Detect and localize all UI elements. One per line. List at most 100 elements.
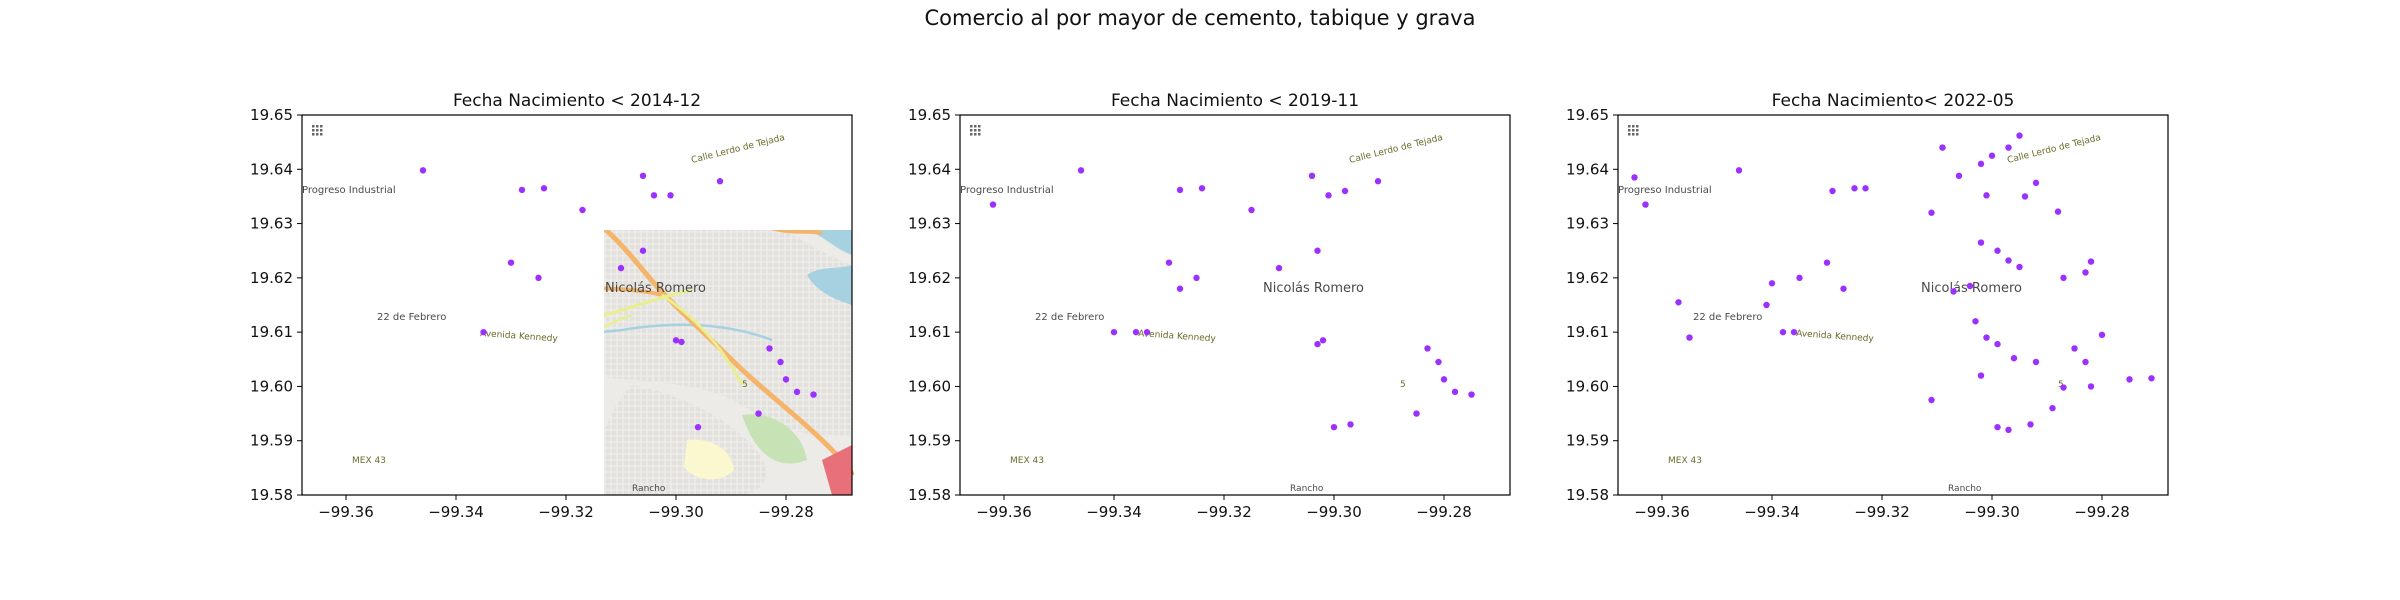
scatter-point	[716, 178, 724, 185]
tile-grid-icon	[312, 125, 323, 136]
scatter-point	[2071, 345, 2078, 352]
y-tick-label: 19.58	[250, 486, 293, 504]
scatter-point	[2054, 208, 2062, 215]
scatter-point	[1319, 337, 1327, 344]
scatter-point	[1994, 340, 2001, 348]
scatter-point	[2016, 132, 2023, 139]
y-tick-label: 19.61	[250, 323, 293, 341]
scatter-point	[1862, 185, 1869, 192]
scatter-point	[540, 185, 548, 192]
district-label: Progreso Industrial	[1618, 185, 1712, 196]
scatter-point	[1275, 264, 1283, 272]
map-panel-1: Progreso Industrial Nicolás Romero 22 de F…	[250, 91, 853, 521]
scatter-point	[1790, 328, 1798, 336]
scatter-point	[1435, 358, 1442, 366]
scatter-point	[2016, 263, 2023, 271]
y-tick-label: 19.64	[908, 160, 951, 178]
scatter-point	[617, 264, 625, 272]
scatter-points	[989, 167, 1475, 431]
scatter-point	[1823, 259, 1831, 266]
scatter-point	[1176, 285, 1184, 292]
scatter-point	[2126, 376, 2133, 383]
scatter-point	[1631, 174, 1638, 181]
x-tick-label: −99.36	[318, 503, 374, 521]
scatter-point	[1928, 209, 1935, 216]
scatter-point	[755, 410, 762, 417]
tile-grid-icon	[970, 125, 981, 136]
tile-grid-icon	[1628, 125, 1639, 136]
scatter-point	[1675, 299, 1682, 306]
y-tick-label: 19.63	[1566, 215, 1609, 233]
scatter-point	[1983, 334, 1990, 341]
x-tick-label: −99.32	[1854, 503, 1910, 521]
scatter-point	[2010, 355, 2018, 362]
scatter-point	[1939, 144, 1946, 151]
scatter-point	[1768, 280, 1776, 287]
scatter-point	[2049, 404, 2056, 412]
scatter-point	[535, 274, 542, 282]
scatter-point	[1413, 410, 1420, 417]
y-tick-label: 19.65	[250, 106, 293, 124]
scatter-point	[2032, 358, 2040, 366]
scatter-point	[1994, 423, 2001, 431]
scatter-point	[1955, 172, 1963, 179]
road-label: Calle Lerdo de Tejada	[1348, 133, 1444, 166]
basemap-tiles	[1618, 115, 2168, 495]
scatter-point	[480, 328, 487, 336]
x-tick-label: −99.34	[1086, 503, 1142, 521]
scatter-point	[694, 423, 702, 431]
x-tick-label: −99.32	[538, 503, 594, 521]
basemap-tiles	[960, 115, 1510, 495]
scatter-point	[1314, 340, 1321, 348]
scatter-point	[1424, 345, 1431, 352]
x-tick-label: −99.30	[648, 503, 704, 521]
scatter-point	[793, 388, 801, 396]
scatter-point	[1077, 167, 1085, 174]
map-panel-2: Progreso Industrial Nicolás Romero 22 de F…	[908, 91, 1511, 521]
x-tick-label: −99.36	[976, 503, 1032, 521]
highway-shield-label: 5	[2058, 380, 2064, 390]
scatter-point	[1440, 376, 1448, 383]
y-tick-label: 19.59	[250, 432, 293, 450]
scatter-point	[1994, 247, 2001, 254]
panel-title: Fecha Nacimiento< 2022-05	[1772, 91, 2015, 111]
y-tick-label: 19.63	[908, 215, 951, 233]
road-label: Calle Lerdo de Tejada	[690, 133, 786, 166]
scatter-point	[1928, 396, 1935, 404]
scatter-point	[1341, 187, 1349, 195]
road-label: Avenida Kennedy	[480, 329, 559, 344]
town-label: Nicolás Romero	[605, 281, 706, 296]
y-tick-label: 19.60	[908, 377, 951, 395]
scatter-point	[672, 337, 680, 344]
scatter-point	[2005, 144, 2012, 151]
scatter-point	[2032, 179, 2040, 187]
district-label: 22 de Febrero	[1693, 312, 1762, 323]
scatter-point	[639, 247, 647, 254]
scatter-point	[1972, 318, 1979, 325]
district-label: Progreso Industrial	[302, 185, 396, 196]
scatter-point	[2060, 274, 2067, 282]
scatter-point	[2027, 421, 2034, 428]
scatter-point	[810, 391, 817, 398]
scatter-point	[1983, 192, 1990, 199]
highway-shield-label: MEX 43	[1668, 456, 1702, 466]
figure-title: Comercio al por mayor de cemento, tabiqu…	[924, 6, 1476, 30]
y-tick-label: 19.62	[908, 269, 951, 287]
scatter-point	[1468, 391, 1475, 398]
axes-frame	[959, 114, 1511, 496]
scatter-point	[1851, 185, 1858, 192]
y-tick-label: 19.60	[1566, 377, 1609, 395]
y-tick-label: 19.65	[908, 106, 951, 124]
y-tick-label: 19.59	[908, 432, 951, 450]
x-tick-label: −99.30	[1964, 503, 2020, 521]
district-label: 22 de Febrero	[377, 312, 446, 323]
y-tick-label: 19.62	[250, 269, 293, 287]
y-tick-label: 19.63	[250, 215, 293, 233]
scatter-point	[989, 201, 997, 208]
highway-shield-label: MEX 43	[1010, 456, 1044, 466]
scatter-point	[1143, 328, 1151, 336]
y-tick-label: 19.61	[908, 323, 951, 341]
